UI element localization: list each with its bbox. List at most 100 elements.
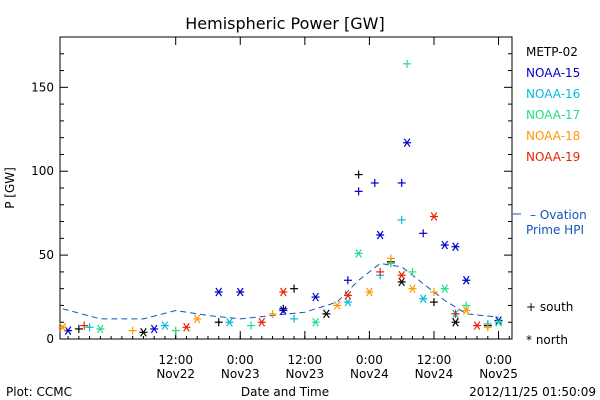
x-tick-time-label: 12:00 — [288, 353, 323, 367]
star-d2 — [398, 277, 405, 287]
x-tick-time-label: 0:00 — [227, 353, 254, 367]
legend-entry: METP-02 — [526, 45, 578, 59]
north-point-marker — [343, 297, 352, 307]
north-point-marker — [193, 314, 202, 324]
north-point-marker — [451, 317, 460, 327]
star-d2 — [59, 322, 66, 332]
star-d2 — [258, 317, 266, 327]
legend-entry: NOAA-17 — [526, 108, 580, 122]
star-d2 — [355, 249, 362, 258]
north-point-marker — [182, 322, 191, 332]
south-point-marker — [80, 321, 89, 330]
star-d2 — [366, 287, 373, 297]
footer-timestamp: 2012/11/25 01:50:09 — [469, 385, 596, 399]
y-tick-label: 50 — [39, 248, 54, 262]
y-tick-label: 0 — [46, 332, 54, 346]
x-tick-date-label: Nov25 — [479, 367, 518, 381]
star-d2 — [236, 287, 244, 297]
north-point-marker — [419, 294, 428, 304]
north-point-marker — [473, 321, 482, 330]
star-d2 — [183, 322, 190, 332]
north-point-marker — [408, 284, 417, 294]
south-point-marker — [290, 284, 299, 293]
north-point-marker — [333, 301, 342, 310]
south-point-marker — [290, 314, 299, 323]
south-point-marker — [85, 323, 94, 332]
star-d2 — [344, 297, 352, 307]
north-point-marker — [376, 230, 385, 240]
x-axis: 12:00Nov220:00Nov2312:00Nov230:00Nov2412… — [67, 37, 518, 381]
south-point-marker — [397, 178, 406, 187]
north-point-marker — [160, 321, 169, 330]
north-point-marker — [311, 292, 320, 302]
south-point-marker — [370, 178, 379, 187]
north-point-marker — [494, 316, 503, 325]
north-point-marker — [354, 249, 363, 258]
north-point-marker — [429, 212, 438, 221]
y-axis: 0 50 100 150 — [31, 53, 512, 346]
legend-entry: NOAA-15 — [526, 66, 580, 80]
south-point-marker — [419, 229, 428, 238]
south-point-marker — [462, 301, 471, 310]
footer-credit: Plot: CCMC — [6, 385, 72, 399]
star-d2 — [398, 270, 405, 280]
north-point-marker — [279, 306, 288, 315]
star-d2 — [462, 275, 470, 285]
north-point-marker — [150, 324, 159, 334]
star-d2 — [441, 240, 449, 250]
north-point-marker — [462, 306, 471, 315]
north-point-marker — [494, 317, 503, 327]
satellite-data-points — [58, 59, 503, 337]
star-d2 — [344, 291, 352, 300]
legend-entry: NOAA-19 — [526, 150, 580, 164]
x-tick-date-label: Nov22 — [156, 367, 195, 381]
y-tick-label: 100 — [31, 164, 54, 178]
legend-entry: NOAA-18 — [526, 129, 580, 143]
south-point-marker — [397, 215, 406, 224]
star-d2 — [403, 138, 411, 148]
north-point-marker — [440, 284, 449, 294]
north-point-marker — [403, 138, 412, 148]
y-tick-label: 150 — [31, 80, 54, 94]
north-legend: * north — [526, 333, 568, 347]
star-d2 — [495, 316, 502, 325]
north-point-marker — [236, 287, 245, 297]
north-point-marker — [279, 287, 288, 297]
south-point-marker — [451, 309, 460, 318]
north-point-marker — [440, 240, 449, 250]
north-point-marker — [96, 324, 105, 334]
south-point-marker — [429, 298, 438, 307]
north-point-marker — [343, 291, 352, 300]
star-d2 — [64, 326, 72, 335]
south-point-marker — [376, 267, 385, 276]
north-point-marker — [225, 317, 234, 327]
x-tick-time-label: 0:00 — [356, 353, 383, 367]
x-tick-date-label: Nov23 — [221, 367, 260, 381]
x-tick-time-label: 0:00 — [485, 353, 512, 367]
north-point-marker — [322, 309, 331, 319]
south-point-marker — [429, 288, 438, 297]
star-d2 — [140, 327, 147, 337]
south-point-marker — [386, 254, 395, 263]
south-point-marker — [403, 59, 412, 68]
x-axis-label: Date and Time — [241, 385, 329, 399]
north-point-marker — [462, 275, 471, 285]
ovation-label-line1: – Ovation — [530, 208, 587, 222]
star-d2 — [441, 284, 449, 294]
north-point-marker — [311, 317, 320, 327]
north-point-marker — [397, 277, 406, 287]
legend-entry: NOAA-16 — [526, 87, 580, 101]
north-point-marker — [139, 327, 148, 337]
legend: METP-02 NOAA-15 NOAA-16 NOAA-17 NOAA-18 NOAA-… — [526, 45, 580, 164]
x-tick-date-label: Nov24 — [350, 367, 389, 381]
star-d2 — [430, 212, 438, 221]
south-legend: + south — [526, 300, 573, 314]
south-point-marker — [279, 304, 288, 313]
star-d2 — [193, 314, 201, 324]
star-d2 — [323, 309, 330, 319]
star-d2 — [215, 287, 223, 297]
star-d2 — [161, 321, 169, 330]
star-d2 — [150, 324, 158, 334]
star-d2 — [97, 324, 104, 334]
